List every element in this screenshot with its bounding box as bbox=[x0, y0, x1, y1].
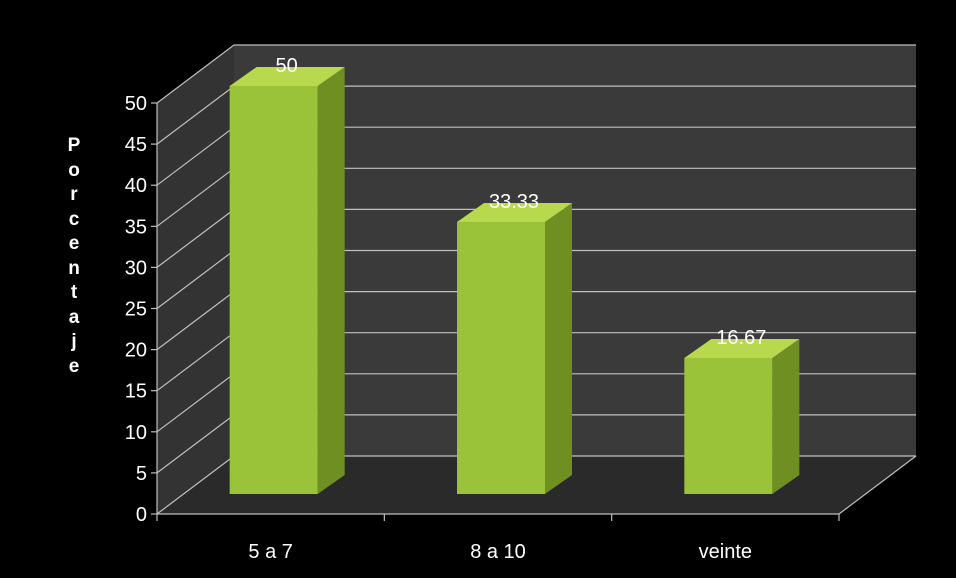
y-axis-label-letter: P bbox=[67, 135, 81, 156]
data-label: 33.33 bbox=[489, 191, 539, 213]
bar-side bbox=[545, 203, 572, 494]
bar bbox=[684, 338, 800, 494]
y-axis-label-letter: r bbox=[70, 184, 78, 205]
gridline bbox=[156, 44, 916, 104]
y-tick-label: 5 bbox=[136, 463, 147, 485]
y-tick-label: 30 bbox=[125, 257, 147, 279]
x-tick-label: 8 a 10 bbox=[470, 541, 526, 563]
y-tick-label: 45 bbox=[125, 134, 147, 156]
x-axis-depth-line bbox=[838, 455, 917, 515]
x-tick-label: veinte bbox=[699, 541, 752, 563]
x-tick-label: 5 a 7 bbox=[248, 541, 292, 563]
y-axis-label-letter: t bbox=[70, 282, 78, 303]
y-axis-label-letter: e bbox=[68, 233, 80, 254]
bar-side bbox=[317, 67, 345, 494]
axes bbox=[151, 102, 917, 521]
y-axis-label-letter: e bbox=[68, 355, 80, 377]
bar-top bbox=[457, 203, 572, 223]
bar bbox=[457, 203, 572, 494]
y-axis-label-letter: c bbox=[68, 208, 80, 230]
y-tick-label: 10 bbox=[125, 422, 147, 444]
y-axis-label-letter: a bbox=[68, 306, 80, 328]
data-label: 50 bbox=[276, 55, 298, 77]
y-tick-label: 15 bbox=[125, 381, 147, 403]
y-axis-label-letter: o bbox=[68, 159, 80, 181]
y-axis-label-letter: j bbox=[71, 331, 77, 352]
bar-front bbox=[229, 86, 318, 494]
y-tick-label: 35 bbox=[125, 216, 147, 238]
bar-front bbox=[457, 222, 545, 494]
y-tick-label: 20 bbox=[125, 340, 147, 362]
y-axis-label-letter: n bbox=[68, 257, 80, 279]
bar-front bbox=[684, 357, 773, 494]
bar-top bbox=[229, 67, 345, 86]
y-tick-label: 40 bbox=[125, 175, 147, 197]
labels: 0 5 10 15 20 25 30 35 40 45 50 5 a 7 8 a 10 veinte 50 3… bbox=[125, 55, 767, 563]
data-label: 16.67 bbox=[716, 327, 766, 349]
y-tick-label: 0 bbox=[136, 504, 147, 526]
bar-top bbox=[684, 338, 800, 358]
bar bbox=[229, 67, 345, 494]
y-tick-label: 50 bbox=[125, 93, 147, 115]
bar-side bbox=[772, 338, 800, 494]
bars bbox=[229, 67, 800, 494]
y-tick-label: 25 bbox=[125, 299, 147, 321]
